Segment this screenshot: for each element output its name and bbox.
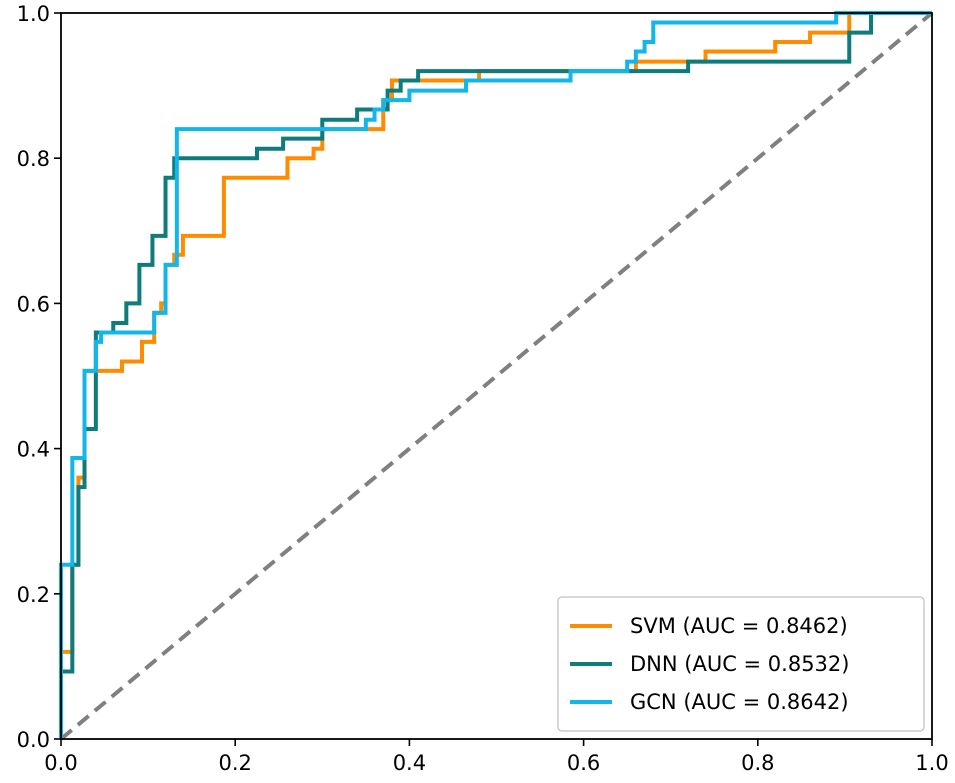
y-tick-label: 0.8 <box>17 147 50 171</box>
y-tick-label: 1.0 <box>17 2 50 26</box>
legend-label-0: SVM (AUC = 0.8462) <box>630 614 848 638</box>
legend: SVM (AUC = 0.8462) DNN (AUC = 0.8532) GCN … <box>557 596 925 732</box>
axis-ticks: 0.0 0.2 0.4 0.6 0.8 1.0 0.0 0.2 0.4 0.6 0.8 1.0 <box>17 2 949 775</box>
x-tick-label: 0.4 <box>393 751 426 775</box>
x-tick-label: 0.6 <box>567 751 600 775</box>
plot-area <box>59 11 934 741</box>
y-tick-label: 0.2 <box>17 583 50 607</box>
chance-line <box>59 11 934 741</box>
x-tick-label: 0.8 <box>741 751 774 775</box>
y-tick-label: 0.6 <box>17 292 50 316</box>
axes-frame <box>60 12 933 740</box>
series-line-2 <box>59 11 932 739</box>
legend-label-2: GCN (AUC = 0.8642) <box>630 690 849 714</box>
y-tick-label: 0.0 <box>17 728 50 752</box>
x-tick-label: 1.0 <box>915 751 948 775</box>
y-tick-label: 0.4 <box>17 438 50 462</box>
legend-box <box>557 596 925 732</box>
legend-label-1: DNN (AUC = 0.8532) <box>630 652 849 676</box>
x-tick-label: 0.2 <box>218 751 251 775</box>
x-tick-label: 0.0 <box>44 751 77 775</box>
